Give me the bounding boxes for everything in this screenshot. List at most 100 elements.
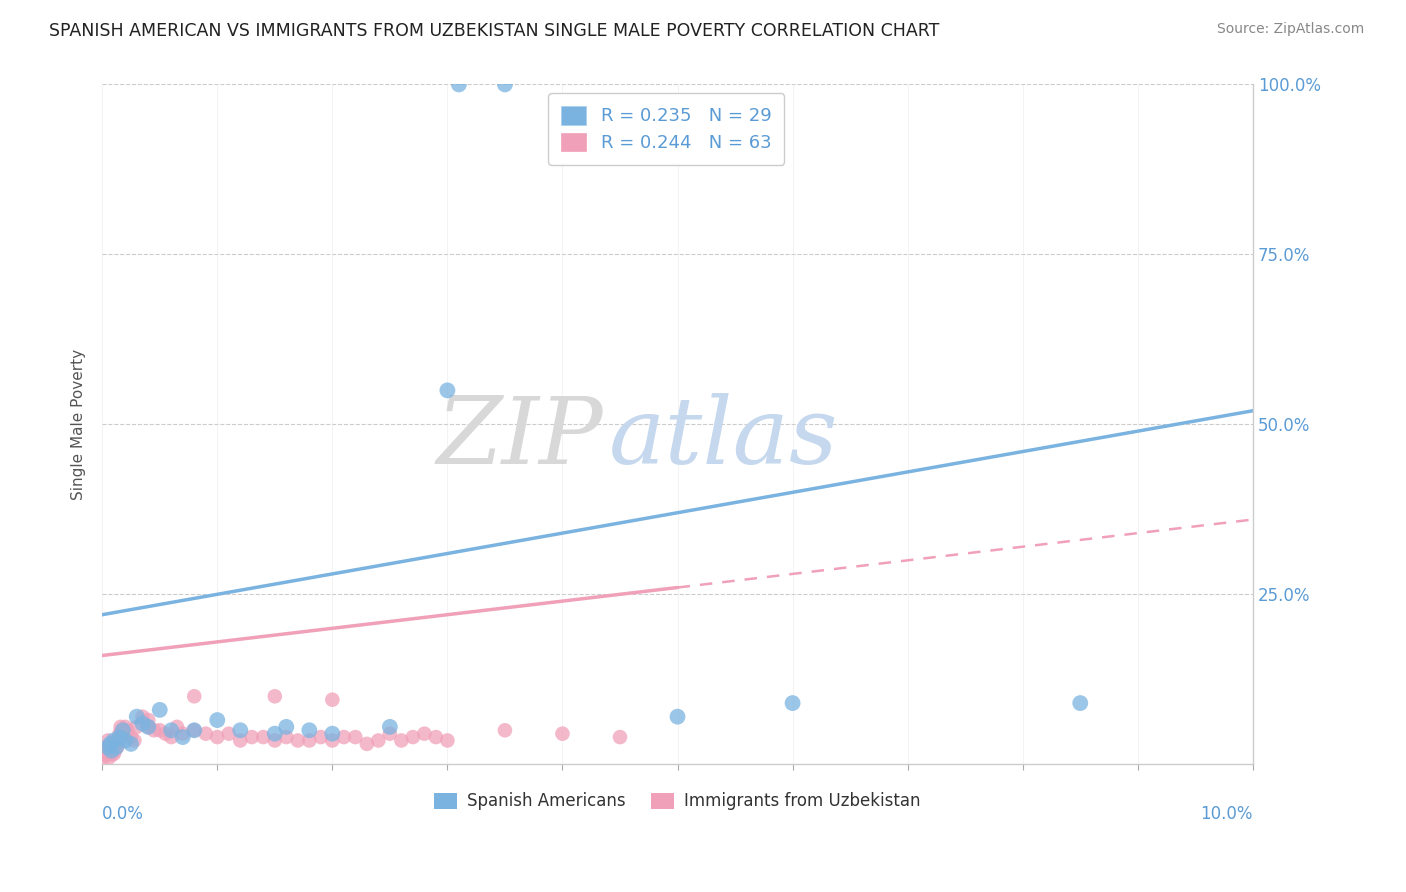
Point — [333, 730, 356, 744]
Point — [229, 733, 252, 747]
Point — [105, 737, 128, 751]
Point — [120, 737, 142, 751]
Point — [105, 740, 128, 755]
Point — [103, 733, 125, 747]
Text: Source: ZipAtlas.com: Source: ZipAtlas.com — [1216, 22, 1364, 37]
Point — [782, 696, 804, 710]
Point — [136, 713, 159, 727]
Point — [149, 703, 172, 717]
Point — [103, 747, 125, 761]
Point — [609, 730, 631, 744]
Point — [166, 720, 188, 734]
Point — [124, 733, 146, 747]
Point — [447, 78, 470, 92]
Point — [111, 730, 134, 744]
Point — [110, 720, 132, 734]
Point — [402, 730, 425, 744]
Point — [114, 720, 136, 734]
Point — [97, 740, 120, 755]
Point — [276, 720, 298, 734]
Point — [287, 733, 309, 747]
Text: atlas: atlas — [609, 393, 838, 483]
Text: 10.0%: 10.0% — [1201, 805, 1253, 823]
Point — [97, 740, 120, 755]
Point — [131, 709, 153, 723]
Point — [100, 747, 122, 761]
Point — [107, 733, 129, 747]
Point — [240, 730, 263, 744]
Point — [131, 716, 153, 731]
Point — [117, 723, 139, 738]
Point — [666, 709, 689, 723]
Point — [321, 733, 343, 747]
Point — [111, 723, 134, 738]
Point — [143, 723, 166, 738]
Point — [367, 733, 389, 747]
Point — [298, 723, 321, 738]
Point — [263, 733, 285, 747]
Point — [94, 744, 117, 758]
Text: 0.0%: 0.0% — [103, 805, 143, 823]
Point — [98, 750, 121, 764]
Point — [344, 730, 367, 744]
Point — [100, 744, 122, 758]
Point — [378, 720, 401, 734]
Point — [149, 723, 172, 738]
Point — [114, 733, 136, 747]
Point — [183, 723, 205, 738]
Point — [125, 720, 148, 734]
Point — [309, 730, 332, 744]
Point — [120, 730, 142, 744]
Point — [263, 727, 285, 741]
Point — [436, 733, 458, 747]
Point — [263, 690, 285, 704]
Text: SPANISH AMERICAN VS IMMIGRANTS FROM UZBEKISTAN SINGLE MALE POVERTY CORRELATION C: SPANISH AMERICAN VS IMMIGRANTS FROM UZBE… — [49, 22, 939, 40]
Point — [160, 730, 183, 744]
Point — [172, 727, 194, 741]
Point — [276, 730, 298, 744]
Point — [378, 727, 401, 741]
Point — [207, 713, 229, 727]
Point — [125, 709, 148, 723]
Point — [494, 723, 516, 738]
Point — [551, 727, 574, 741]
Point — [160, 723, 183, 738]
Point — [494, 78, 516, 92]
Point — [413, 727, 436, 741]
Point — [183, 723, 205, 738]
Point — [252, 730, 274, 744]
Y-axis label: Single Male Poverty: Single Male Poverty — [72, 349, 86, 500]
Point — [111, 723, 134, 738]
Point — [183, 690, 205, 704]
Point — [229, 723, 252, 738]
Text: ZIP: ZIP — [436, 393, 603, 483]
Point — [105, 740, 128, 755]
Point — [98, 744, 121, 758]
Point — [425, 730, 447, 744]
Point — [321, 692, 343, 706]
Point — [356, 737, 378, 751]
Point — [93, 747, 115, 761]
Point — [1069, 696, 1091, 710]
Point — [101, 740, 124, 755]
Point — [98, 737, 121, 751]
Point — [436, 384, 458, 398]
Point — [104, 744, 127, 758]
Point — [97, 733, 120, 747]
Point — [194, 727, 217, 741]
Point — [96, 747, 118, 761]
Point — [108, 727, 131, 741]
Point — [93, 750, 115, 764]
Point — [389, 733, 412, 747]
Point — [136, 720, 159, 734]
Point — [136, 720, 159, 734]
Point — [298, 733, 321, 747]
Point — [172, 730, 194, 744]
Point — [207, 730, 229, 744]
Point — [155, 727, 177, 741]
Point — [108, 730, 131, 744]
Point — [103, 737, 125, 751]
Point — [321, 727, 343, 741]
Point — [218, 727, 240, 741]
Legend: Spanish Americans, Immigrants from Uzbekistan: Spanish Americans, Immigrants from Uzbek… — [427, 786, 928, 817]
